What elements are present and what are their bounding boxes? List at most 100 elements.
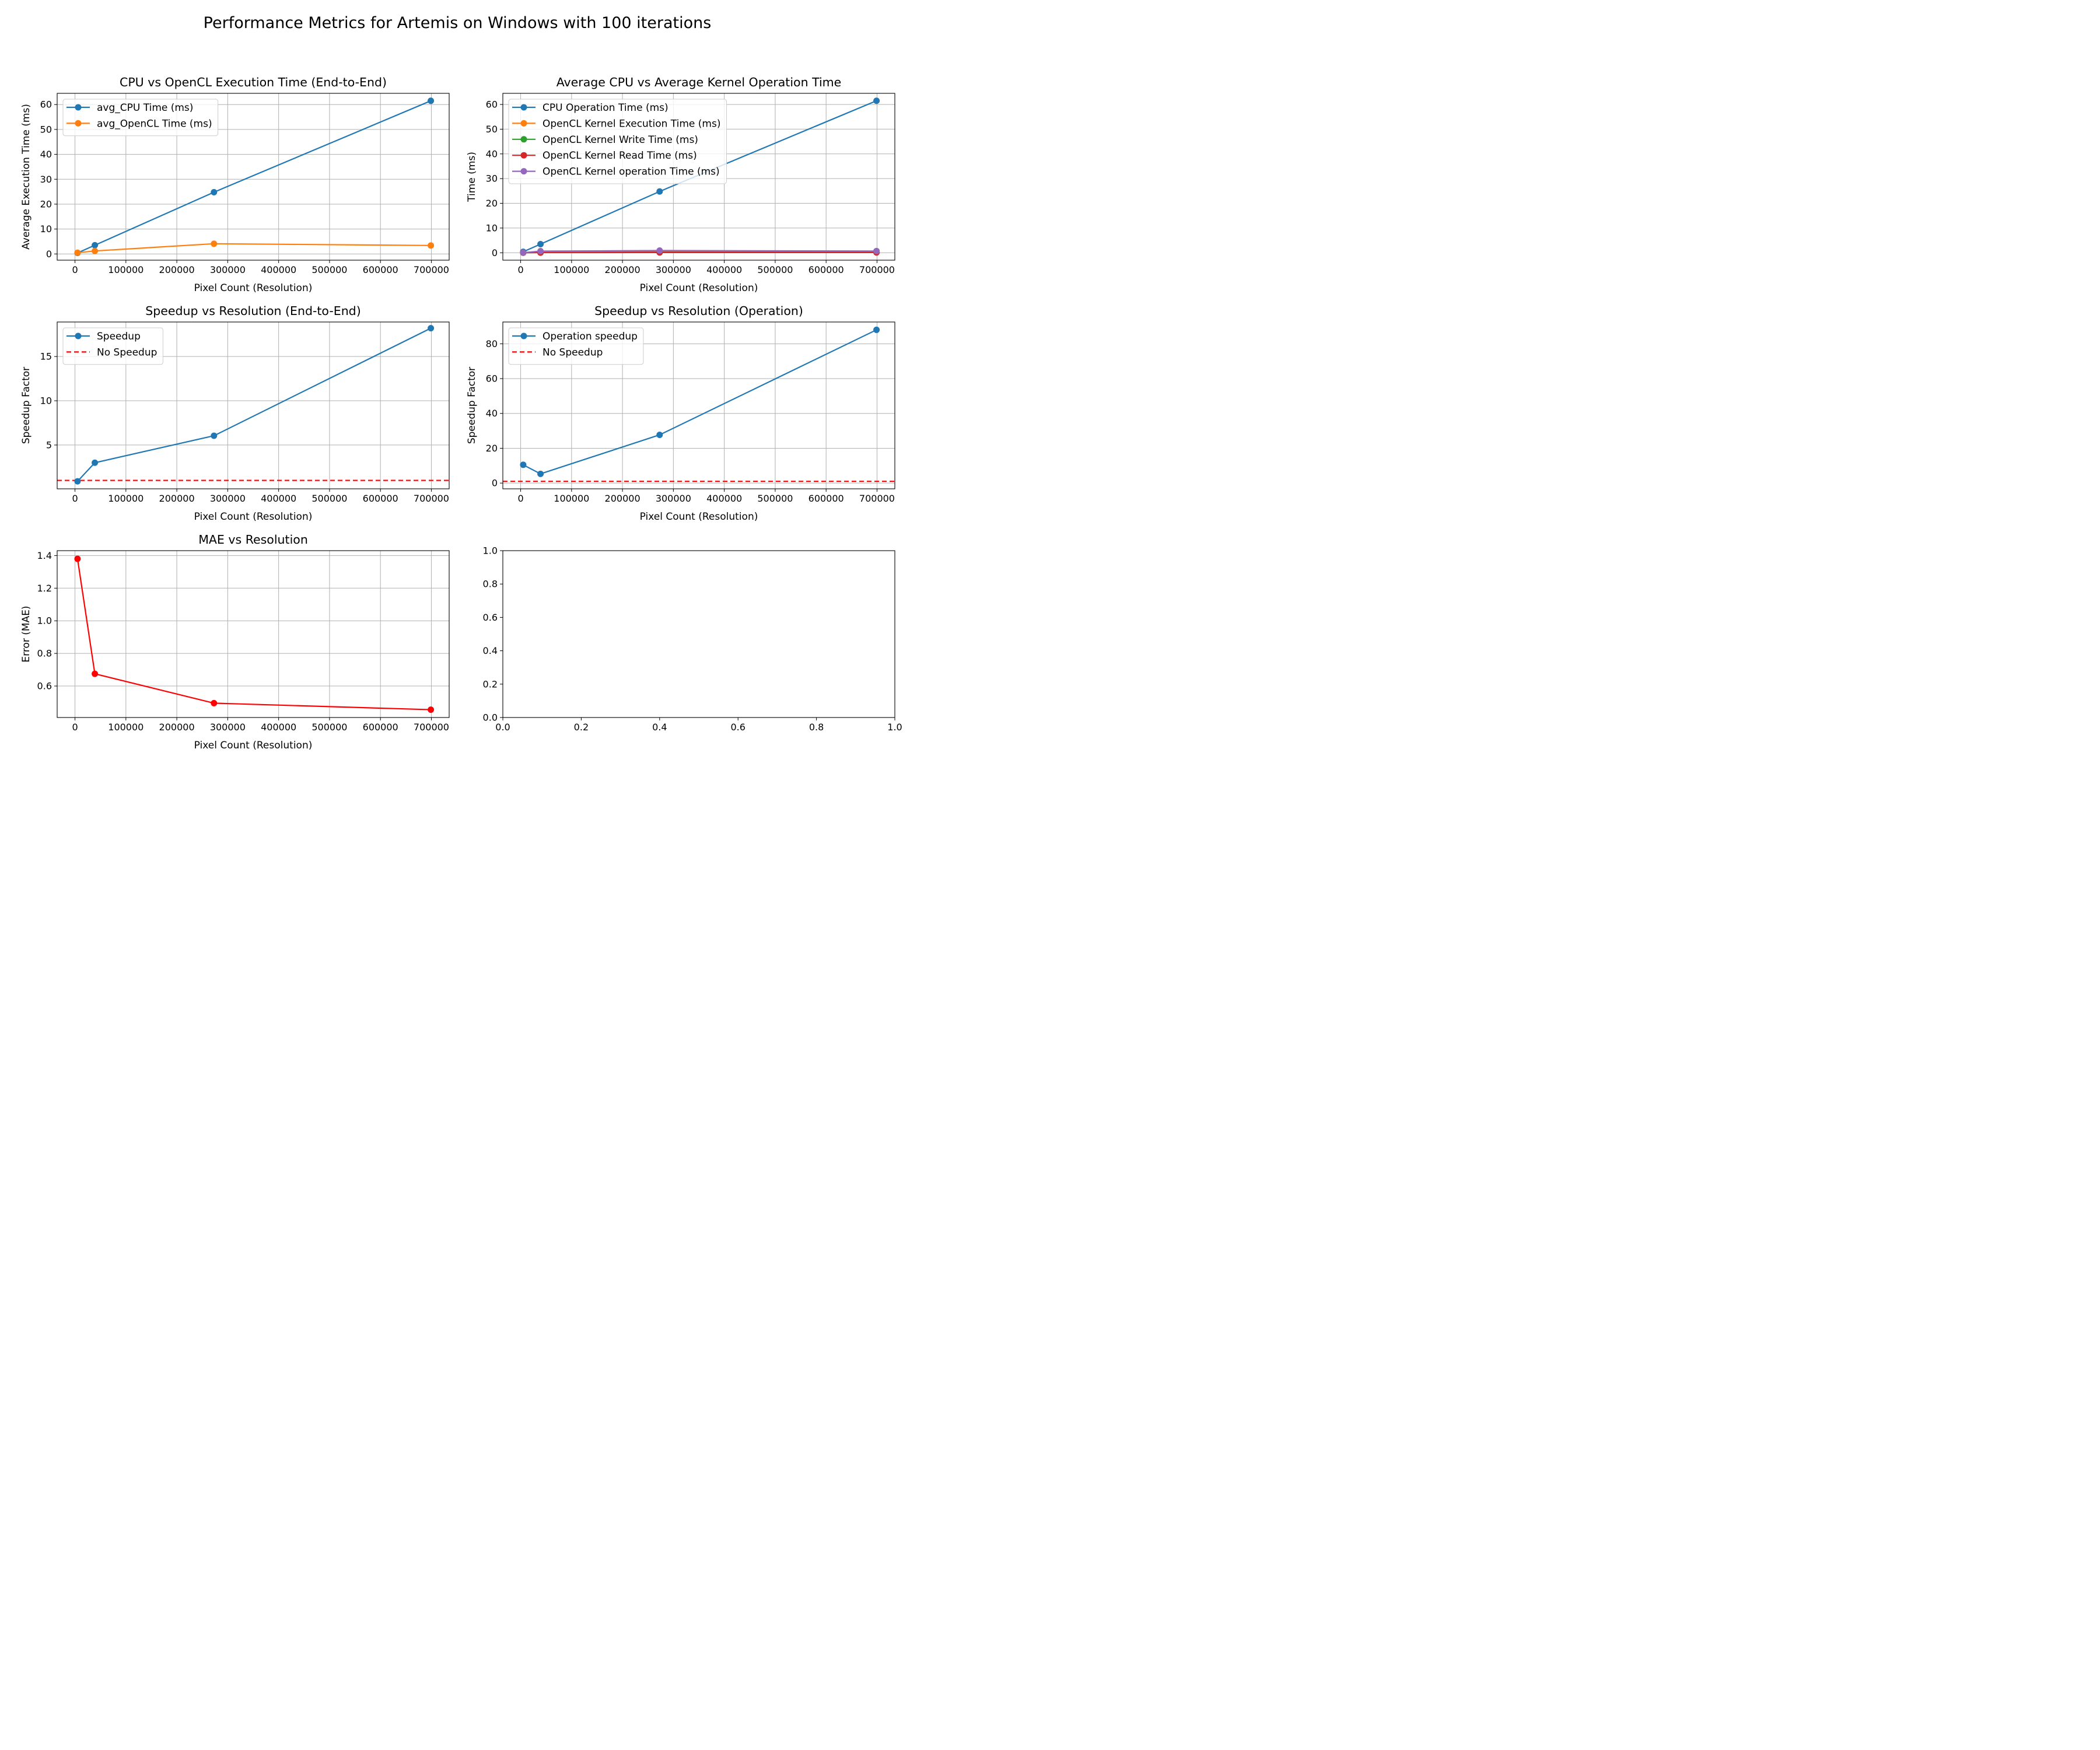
- x-tick-label: 600000: [363, 264, 398, 275]
- x-tick-label: 200000: [159, 264, 195, 275]
- axes-frame: [502, 93, 895, 261]
- y-tick-label: 60: [486, 373, 498, 384]
- x-axis-label: Pixel Count (Resolution): [194, 740, 313, 751]
- y-tick-label: 1.4: [37, 550, 52, 561]
- plot-area: [74, 97, 435, 257]
- series-line: [76, 558, 431, 710]
- x-tick-label: 500000: [312, 264, 347, 275]
- chart-panel-4: 0 100000 200000 300000 400000 500000 600000 700…: [466, 304, 895, 523]
- y-tick-label: 60: [40, 99, 52, 110]
- y-tick-label: 10: [40, 223, 52, 235]
- x-tick-label: 400000: [261, 722, 296, 733]
- axes-frame: [57, 550, 450, 718]
- x-axis-label: Pixel Count (Resolution): [194, 282, 313, 294]
- legend-marker: [75, 104, 82, 111]
- series-line: [77, 100, 432, 254]
- data-point: [74, 555, 81, 562]
- legend-label: Speedup: [97, 331, 141, 342]
- y-axis-label: Speedup Factor: [466, 367, 478, 444]
- legend-box: [508, 327, 644, 365]
- data-point: [537, 248, 544, 255]
- legend-box: [508, 99, 727, 184]
- legend-box: [62, 99, 219, 136]
- x-tick-label: 700000: [414, 264, 449, 275]
- y-tick-label: 20: [40, 198, 52, 209]
- chart-panel-1: 0 100000 200000 300000 400000 500000 600000 700…: [20, 75, 450, 294]
- x-tick-label: 700000: [859, 264, 895, 275]
- data-point: [92, 459, 99, 466]
- x-tick-label: 0.4: [652, 722, 667, 733]
- x-tick-label: 1.0: [887, 722, 902, 733]
- data-point: [92, 670, 99, 677]
- x-tick-label: 100000: [108, 722, 144, 733]
- y-tick-label: 40: [40, 149, 52, 160]
- legend-marker: [520, 136, 527, 143]
- legend-label: No Speedup: [97, 346, 157, 358]
- data-point: [428, 706, 435, 713]
- x-tick-label: 0: [72, 264, 78, 275]
- y-tick-label: 20: [486, 443, 498, 454]
- x-tick-label: 400000: [706, 264, 742, 275]
- x-tick-label: 700000: [859, 493, 895, 504]
- legend-marker: [75, 120, 82, 127]
- x-tick-label: 0.8: [809, 722, 824, 733]
- data-point: [428, 325, 435, 332]
- y-axis-label: Error (MAE): [20, 606, 32, 662]
- legend: Operation speedup No Speedup: [508, 327, 644, 365]
- axes-frame: [57, 93, 450, 261]
- legend: avg_CPU Time (ms) avg_OpenCL Time (ms): [62, 99, 219, 136]
- data-point: [520, 249, 527, 256]
- x-tick-label: 600000: [363, 493, 398, 504]
- x-tick-label: 100000: [554, 264, 589, 275]
- y-tick-label: 0: [492, 247, 498, 258]
- figure-title: Performance Metrics for Artemis on Windo…: [204, 14, 712, 32]
- y-tick-label: 30: [486, 173, 498, 184]
- x-tick-label: 500000: [312, 493, 347, 504]
- data-point: [211, 240, 218, 247]
- chart-title: Speedup vs Resolution (End-to-End): [145, 304, 360, 318]
- x-tick-label: 700000: [414, 493, 449, 504]
- y-tick-label: 40: [486, 408, 498, 419]
- data-point: [520, 461, 527, 468]
- y-tick-label: 40: [486, 148, 498, 159]
- grid: [57, 322, 449, 489]
- x-tick-label: 200000: [159, 493, 195, 504]
- x-tick-label: 100000: [554, 493, 589, 504]
- y-tick-label: 10: [486, 222, 498, 233]
- x-tick-label: 300000: [210, 722, 246, 733]
- data-point: [537, 240, 544, 247]
- y-axis-label: Average Execution Time (ms): [20, 104, 32, 250]
- x-tick-label: 200000: [605, 493, 640, 504]
- series-line: [523, 329, 877, 475]
- data-point: [428, 242, 435, 249]
- y-tick-label: 60: [486, 99, 498, 110]
- chart-panel-5: 0 100000 200000 300000 400000 500000 600000 700…: [20, 533, 450, 751]
- legend-box: [62, 327, 163, 365]
- x-tick-label: 200000: [605, 264, 640, 275]
- y-axis-label: Time (ms): [466, 152, 478, 202]
- plot-area: [74, 555, 435, 713]
- y-tick-label: 10: [40, 396, 52, 407]
- legend-marker: [520, 332, 527, 340]
- y-tick-label: 1.0: [483, 545, 498, 556]
- legend-label: CPU Operation Time (ms): [542, 102, 668, 114]
- axes-frame: [57, 321, 450, 489]
- plot-area: [520, 97, 880, 256]
- x-tick-label: 0: [517, 493, 523, 504]
- figure: Performance Metrics for Artemis on Windo…: [20, 14, 902, 751]
- x-tick-label: 500000: [312, 722, 347, 733]
- legend-label: No Speedup: [542, 346, 603, 358]
- legend: Speedup No Speedup: [62, 327, 163, 365]
- y-tick-label: 1.2: [37, 583, 52, 594]
- x-axis-label: Pixel Count (Resolution): [194, 511, 313, 523]
- legend-label: OpenCL Kernel Execution Time (ms): [542, 118, 720, 130]
- data-point: [873, 326, 880, 333]
- data-point: [428, 97, 435, 104]
- axes-frame: [502, 321, 895, 489]
- data-point: [656, 431, 663, 438]
- chart-panel-3: 0 100000 200000 300000 400000 500000 600000 700…: [20, 304, 450, 523]
- grid: [57, 551, 449, 718]
- data-point: [211, 188, 218, 195]
- y-tick-label: 0: [492, 478, 498, 489]
- y-tick-label: 30: [40, 174, 52, 185]
